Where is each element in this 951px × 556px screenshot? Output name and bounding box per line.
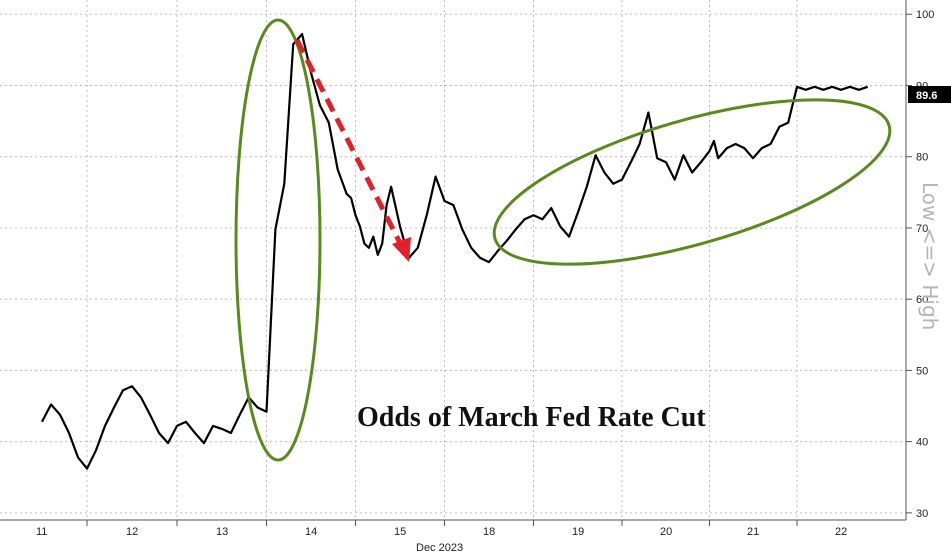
x-tick-label: 11 bbox=[36, 526, 47, 538]
y-tick-label: 50 bbox=[916, 365, 928, 377]
x-axis: 11 12 13 14 15 18 19 20 21 22 bbox=[0, 519, 906, 538]
x-tick-label: 19 bbox=[572, 526, 584, 538]
x-tick-label: 12 bbox=[126, 526, 138, 538]
x-tick-label: 18 bbox=[483, 526, 495, 538]
x-tick-label: 21 bbox=[747, 526, 759, 538]
x-tick-label: 13 bbox=[216, 526, 228, 538]
series-line bbox=[41, 33, 869, 470]
last-value-label: 89.6 bbox=[916, 90, 937, 102]
y-tick-label: 30 bbox=[916, 508, 928, 520]
y-tick-label: 70 bbox=[916, 223, 928, 235]
decline-arrow-shaft bbox=[294, 38, 404, 247]
x-axis-label: Dec 2023 bbox=[416, 542, 463, 554]
spike-highlight-ellipse bbox=[234, 18, 322, 462]
y-axis: 30405060708090100 bbox=[905, 0, 934, 520]
y-tick-label: 40 bbox=[916, 437, 928, 449]
series-line-layer bbox=[41, 33, 869, 470]
x-tick-label: 14 bbox=[305, 526, 317, 538]
gridlines bbox=[0, 0, 906, 520]
x-tick-label: 20 bbox=[660, 526, 672, 538]
chart-annotation: Odds of March Fed Rate Cut bbox=[357, 402, 706, 433]
x-tick-label: 22 bbox=[835, 526, 847, 538]
recovery-highlight-ellipse bbox=[492, 98, 892, 266]
y-tick-label: 80 bbox=[916, 152, 928, 164]
last-value-badge: 89.6 bbox=[908, 86, 951, 103]
y-tick-label: 100 bbox=[916, 9, 934, 21]
y-tick-label: 60 bbox=[916, 294, 928, 306]
y-axis-title: Low <=> High bbox=[918, 182, 942, 330]
decline-arrow-head bbox=[392, 237, 411, 262]
x-tick-label: 15 bbox=[394, 526, 406, 538]
